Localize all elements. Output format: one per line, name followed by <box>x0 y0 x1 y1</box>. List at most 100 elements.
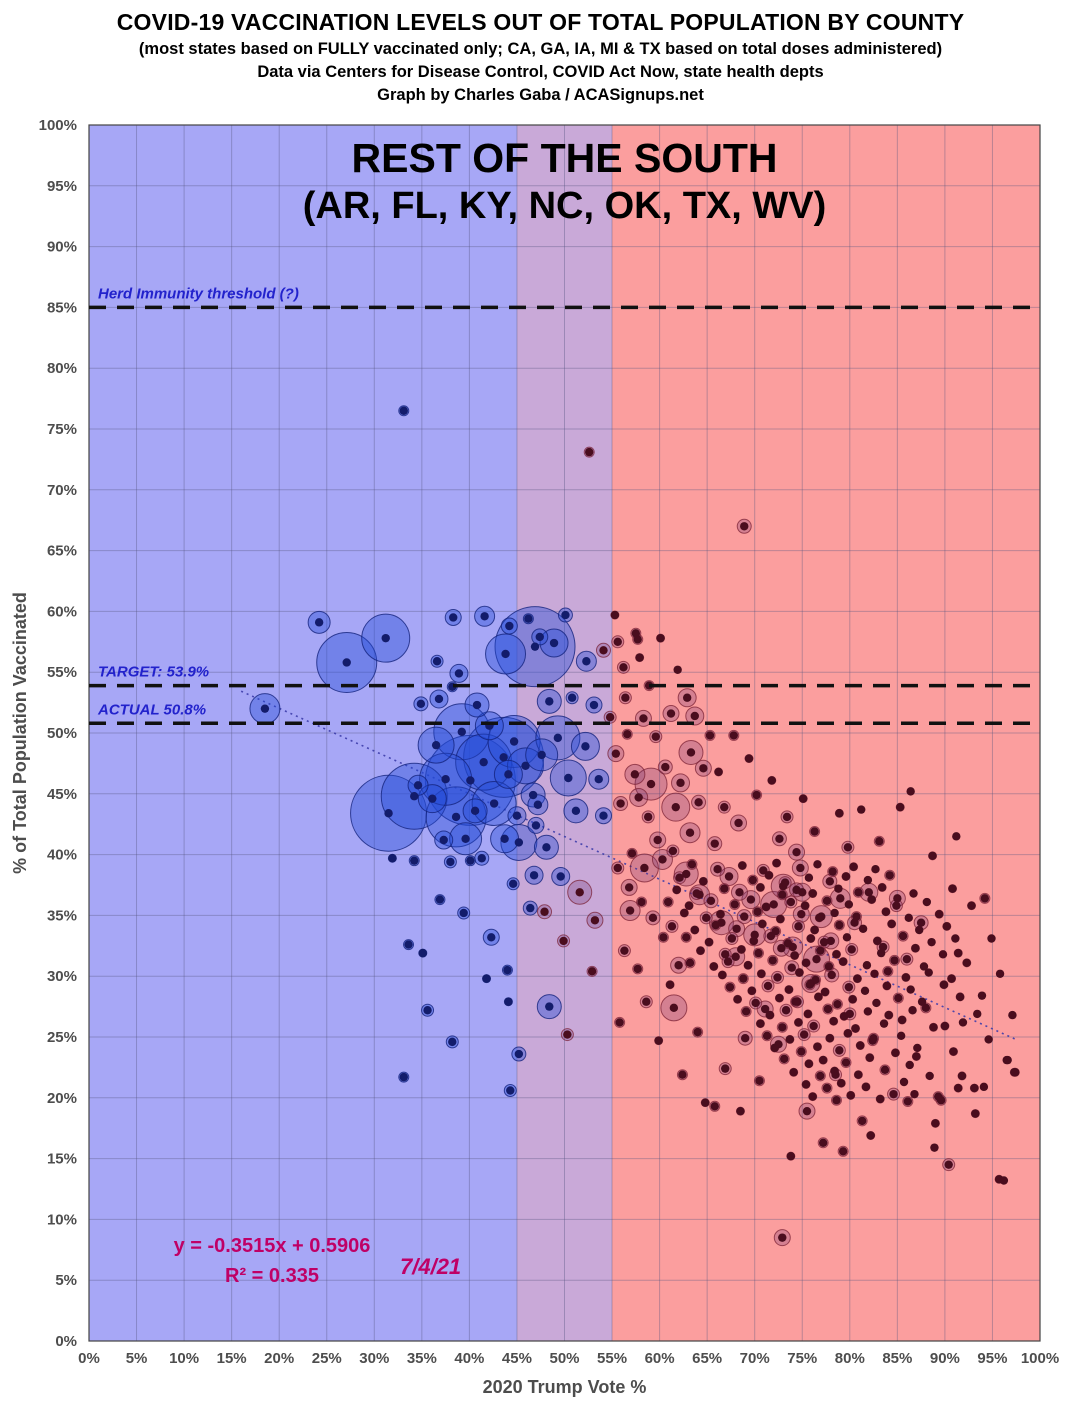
x-tick-label: 35% <box>407 1350 437 1367</box>
county-dot <box>825 1034 835 1043</box>
county-dot <box>869 1034 878 1043</box>
county-dot <box>423 1006 432 1015</box>
county-dot <box>260 704 270 713</box>
county-dot <box>802 1106 812 1116</box>
county-dot <box>675 873 684 882</box>
y-tick-label: 95% <box>47 178 77 195</box>
county-dot <box>778 1023 787 1032</box>
county-dot <box>828 867 837 876</box>
county-dot <box>733 995 742 1004</box>
county-dot <box>865 1053 874 1062</box>
county-dot <box>792 847 801 857</box>
plot-border <box>88 124 1041 1342</box>
trend-r2: R² = 0.335 <box>225 1265 319 1287</box>
county-dot <box>616 799 625 808</box>
county-dot <box>731 952 740 961</box>
county-dot <box>711 920 720 930</box>
county-dot <box>479 757 488 767</box>
county-dot <box>921 1003 931 1013</box>
county-dot <box>837 1079 846 1088</box>
county-dot <box>984 1035 993 1044</box>
county-dot <box>718 970 727 980</box>
county-dot <box>589 700 599 710</box>
county-dot <box>623 730 632 739</box>
county-dot <box>818 1055 828 1065</box>
county-dot <box>787 963 796 972</box>
y-axis-title: % of Total Population Vaccinated <box>10 592 30 874</box>
region-swing-zone <box>516 125 613 1341</box>
county-dot <box>710 1102 719 1111</box>
county-dot <box>906 985 915 994</box>
county-dot <box>977 991 987 1000</box>
county-dot <box>883 967 893 976</box>
county-dot <box>457 727 466 736</box>
county-dot <box>954 1083 963 1093</box>
x-tick-label: 85% <box>882 1350 912 1367</box>
county-dot <box>384 809 393 818</box>
county-dot <box>908 1006 917 1015</box>
y-tick-label: 85% <box>47 299 77 316</box>
actual-label: ACTUAL 50.8% <box>97 701 206 718</box>
county-dot <box>934 1092 943 1101</box>
county-dot <box>630 770 640 779</box>
county-dot <box>804 873 814 882</box>
y-tick-label: 70% <box>47 482 77 499</box>
county-dot <box>890 956 899 965</box>
county-dot <box>796 863 805 873</box>
county-dot <box>668 846 678 856</box>
county-dot <box>506 1086 515 1095</box>
y-tick-label: 0% <box>55 1333 77 1350</box>
county-dot <box>509 737 519 746</box>
county-dot <box>838 957 848 966</box>
county-dot <box>687 860 697 869</box>
county-dot <box>948 884 957 893</box>
county-dot <box>826 936 835 946</box>
header-title: COVID-19 VACCINATION LEVELS OUT OF TOTAL… <box>116 9 965 35</box>
county-dot <box>671 802 680 812</box>
county-dot <box>841 872 851 881</box>
county-dot <box>808 1092 817 1101</box>
county-dot <box>899 1077 909 1087</box>
county-dot <box>740 1034 750 1043</box>
county-dot <box>755 1076 764 1085</box>
county-dot <box>682 693 692 702</box>
county-dot <box>887 919 896 929</box>
x-tick-label: 5% <box>126 1350 148 1367</box>
county-dot <box>621 693 630 702</box>
county-dot <box>590 916 600 925</box>
county-dot <box>640 863 649 873</box>
county-dot <box>995 969 1005 978</box>
county-dot <box>765 1010 775 1020</box>
county-dot <box>770 1043 779 1053</box>
county-dot <box>701 913 711 923</box>
county-dot <box>924 968 933 977</box>
county-dot <box>825 877 835 886</box>
county-dot <box>659 933 668 942</box>
county-dot <box>487 933 496 942</box>
county-dot <box>861 1082 871 1092</box>
county-dot <box>751 998 760 1008</box>
county-dot <box>725 982 735 992</box>
county-dot <box>435 895 445 904</box>
county-dot <box>955 992 965 1002</box>
county-dot <box>449 613 458 622</box>
header-credit: Graph by Charles Gaba / ACASignups.net <box>377 86 704 104</box>
county-dot <box>432 657 442 666</box>
county-dot <box>709 962 719 971</box>
county-dot <box>571 806 581 816</box>
county-dot <box>648 913 658 923</box>
county-dot <box>754 948 763 958</box>
county-dot <box>730 900 739 909</box>
trend-equation: y = -0.3515x + 0.5906 <box>174 1235 371 1257</box>
county-dot <box>763 981 773 991</box>
county-dot <box>631 629 641 638</box>
county-dot <box>653 835 662 845</box>
county-dot <box>441 775 450 784</box>
county-dot <box>559 936 568 946</box>
county-dot <box>962 958 971 968</box>
county-dot <box>545 697 554 706</box>
county-dot <box>756 883 765 892</box>
county-dot <box>747 986 757 995</box>
